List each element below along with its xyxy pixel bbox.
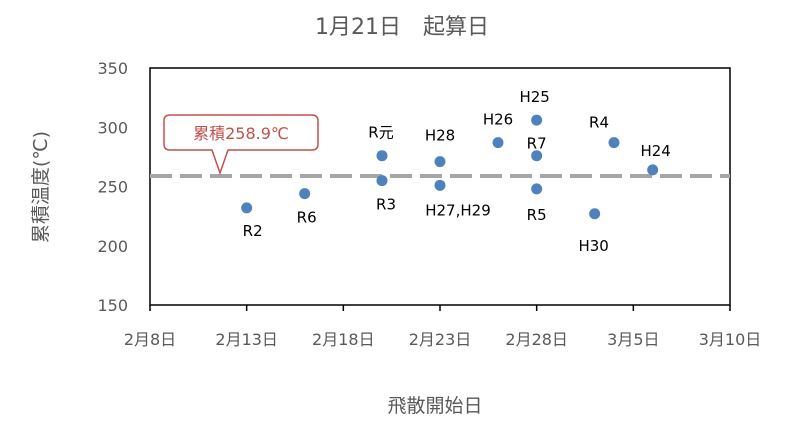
data-point — [492, 137, 504, 149]
x-tick-label: 2月28日 — [505, 330, 568, 349]
data-point — [647, 164, 659, 176]
y-tick-label: 350 — [97, 59, 128, 78]
chart-title: 1月21日 起算日 — [315, 15, 489, 40]
data-point — [531, 150, 543, 162]
x-axis-ticks: 2月8日 2月13日 2月18日 2月23日 2月28日 3月5日 3月10日 — [124, 305, 761, 349]
data-point-label: R2 — [243, 222, 263, 240]
y-axis-title: 累積温度(℃) — [30, 131, 52, 243]
data-point — [531, 183, 543, 195]
data-point — [531, 114, 543, 126]
y-tick-label: 250 — [97, 178, 128, 197]
data-point-label: R5 — [527, 206, 547, 224]
data-point — [376, 150, 388, 162]
data-point-label: H30 — [578, 237, 608, 255]
data-point-label: H26 — [483, 111, 513, 129]
y-axis-ticks: 150 200 250 300 350 — [97, 59, 128, 315]
reference-callout: 累積258.9℃ — [163, 114, 319, 176]
data-point-label: H24 — [640, 142, 670, 160]
y-tick-label: 150 — [97, 296, 128, 315]
data-point-label: R6 — [297, 209, 317, 227]
data-point-label: R3 — [376, 196, 396, 214]
x-tick-label: 3月10日 — [699, 330, 762, 349]
data-point-label: H28 — [425, 127, 455, 145]
data-point — [241, 202, 253, 214]
data-point — [608, 137, 620, 149]
data-point-label: R7 — [527, 135, 547, 153]
data-point — [589, 208, 601, 220]
data-points: R2 R6 R元 R3 H28 H27,H29 H26 H25 R7 R5 H30 R4 H24 — [241, 88, 671, 255]
y-tick-label: 200 — [97, 237, 128, 256]
callout-box — [163, 114, 319, 176]
data-point — [299, 188, 311, 200]
y-tick-label: 300 — [97, 118, 128, 137]
x-tick-label: 2月13日 — [215, 330, 278, 349]
data-point — [434, 179, 446, 191]
data-point-label: H27,H29 — [425, 201, 491, 219]
data-point — [434, 156, 446, 168]
x-tick-label: 2月18日 — [312, 330, 375, 349]
x-tick-label: 2月23日 — [409, 330, 472, 349]
data-point-label: H25 — [519, 88, 549, 106]
x-axis-title: 飛散開始日 — [387, 395, 482, 417]
x-tick-label: 2月8日 — [124, 330, 176, 349]
x-tick-label: 3月5日 — [607, 330, 659, 349]
data-point-label: R4 — [589, 114, 609, 132]
callout-text: 累積258.9℃ — [193, 124, 289, 143]
data-point — [376, 175, 388, 187]
data-point-label: R元 — [368, 124, 393, 142]
